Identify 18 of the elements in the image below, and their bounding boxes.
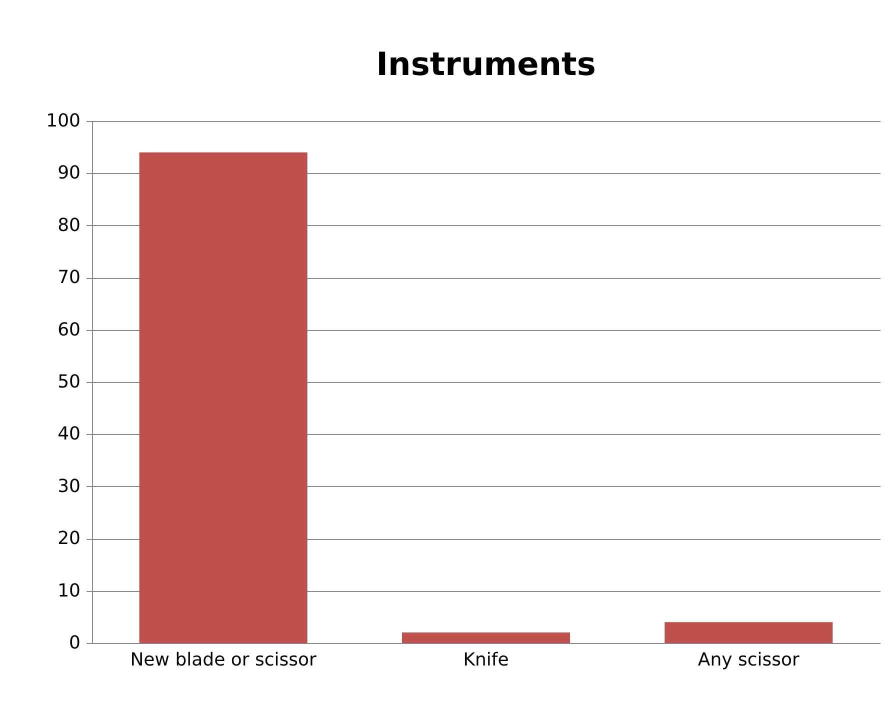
- y-tick-label: 0: [69, 632, 80, 654]
- chart-title: Instruments: [376, 45, 596, 83]
- x-tick-label: Any scissor: [698, 650, 800, 670]
- x-tick-label: Knife: [463, 650, 509, 670]
- x-tick-label: New blade or scissor: [130, 650, 318, 670]
- y-tick-label: 30: [58, 476, 80, 497]
- bar: [664, 622, 833, 643]
- y-tick-label: 20: [58, 528, 80, 550]
- y-tick-label: 90: [58, 162, 80, 184]
- y-tick-label: 10: [58, 580, 80, 602]
- y-tick-label: 100: [46, 110, 80, 132]
- bar: [402, 632, 570, 643]
- y-tick-label: 50: [58, 372, 80, 392]
- bar: [139, 152, 308, 643]
- y-tick-label: 40: [58, 424, 80, 445]
- y-tick-label: 80: [58, 214, 80, 236]
- y-tick-label: 70: [58, 267, 80, 288]
- y-tick-label: 60: [58, 319, 80, 340]
